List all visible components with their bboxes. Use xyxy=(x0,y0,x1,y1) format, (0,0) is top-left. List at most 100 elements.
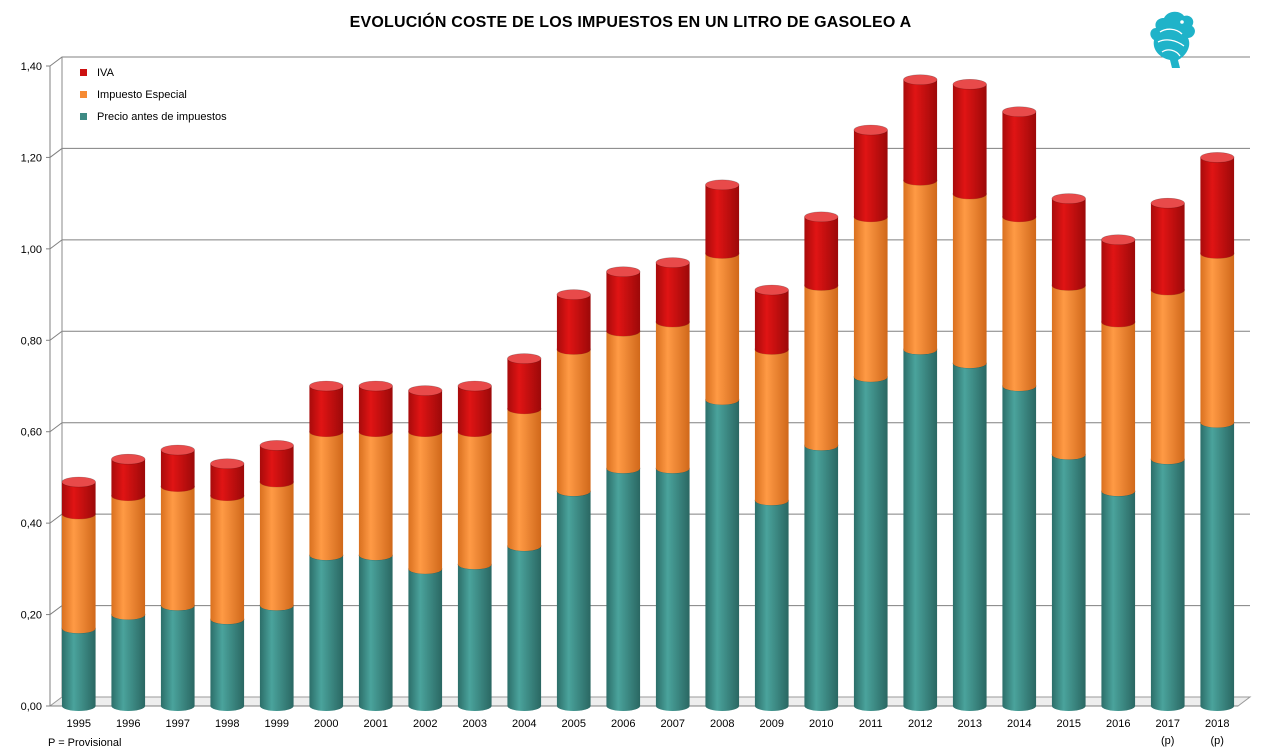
bar-segment-impuesto-especial xyxy=(606,331,641,474)
x-tick-label: 2009 xyxy=(760,718,784,730)
bar-segment-impuesto-especial xyxy=(1200,253,1235,428)
bar-segment-precio xyxy=(952,363,987,711)
footnote: P = Provisional xyxy=(48,737,122,749)
griffin-logo xyxy=(1150,11,1195,69)
bar-segment-cap xyxy=(457,380,492,392)
legend-swatch xyxy=(80,69,87,76)
bar-segment-precio xyxy=(1051,454,1086,711)
bar-segment-impuesto-especial xyxy=(358,431,393,561)
legend: IVA Impuesto Especial Precio antes de impu… xyxy=(80,67,227,123)
bar-segment-precio xyxy=(1002,386,1037,711)
bar-segment-impuesto-especial xyxy=(1150,290,1185,465)
bar-segment-cap xyxy=(804,211,839,223)
bar-segment-iva xyxy=(111,459,146,501)
x-tick-label: 2018 xyxy=(1205,718,1229,730)
bar-segment-cap xyxy=(655,257,690,268)
gridline xyxy=(49,56,1250,67)
bar-segment-cap xyxy=(1002,106,1037,118)
bar-segment-precio xyxy=(804,445,839,711)
bar-segment-cap xyxy=(160,444,195,456)
bar-segment-impuesto-especial xyxy=(408,431,443,574)
bar-segment-impuesto-especial xyxy=(1051,285,1086,460)
x-tick-label: 2003 xyxy=(463,718,487,730)
x-tick-note: (p) xyxy=(1211,735,1224,747)
bar-segment-cap xyxy=(705,179,740,191)
bar-segment-cap xyxy=(61,476,96,488)
bar-segment-cap xyxy=(754,284,789,296)
bar-segment-iva xyxy=(556,294,591,355)
bar-segment-impuesto-especial xyxy=(903,180,938,355)
bar-segment-impuesto-especial xyxy=(309,431,344,561)
bar-segment-impuesto-especial xyxy=(61,514,96,634)
bar-segment-iva xyxy=(210,463,245,501)
bar-segment-cap xyxy=(111,453,146,465)
bar-segment-cap xyxy=(556,289,591,300)
y-tick-label: 1,00 xyxy=(21,244,42,256)
x-tick-label: 2004 xyxy=(512,718,536,730)
legend-label: IVA xyxy=(97,67,115,79)
bar-segment-precio xyxy=(111,614,146,711)
bar-segment-precio xyxy=(259,605,294,711)
bars xyxy=(61,74,1235,712)
bar-segment-cap xyxy=(358,380,393,392)
bar-segment-precio xyxy=(408,568,443,711)
bar-segment-cap xyxy=(1101,234,1136,246)
bar-segment-precio xyxy=(61,628,96,712)
bar-segment-iva xyxy=(1002,111,1037,222)
bar-segment-precio xyxy=(903,349,938,711)
x-tick-label: 2005 xyxy=(562,718,586,730)
bar-segment-iva xyxy=(358,386,393,437)
bar-segment-cap xyxy=(903,74,938,86)
bar-segment-iva xyxy=(259,445,294,487)
chart-title: EVOLUCIÓN COSTE DE LOS IMPUESTOS EN UN L… xyxy=(349,14,912,31)
x-tick-label: 1999 xyxy=(265,718,289,730)
bar-segment-impuesto-especial xyxy=(160,486,195,611)
bar-segment-precio xyxy=(210,619,245,712)
bar-segment-iva xyxy=(309,386,344,437)
x-tick-label: 2016 xyxy=(1106,718,1130,730)
bar-segment-iva xyxy=(1150,203,1185,295)
y-tick-label: 0,60 xyxy=(21,427,42,439)
bar-segment-cap xyxy=(210,458,245,470)
bar-segment-iva xyxy=(457,386,492,437)
bar-segment-precio xyxy=(705,399,740,711)
bar-segment-iva xyxy=(160,450,195,492)
x-tick-label: 2014 xyxy=(1007,718,1031,730)
bar-segment-impuesto-especial xyxy=(853,216,888,382)
bar-segment-precio xyxy=(1150,459,1185,711)
bar-segment-precio xyxy=(1101,491,1136,711)
x-tick-label: 1996 xyxy=(116,718,140,730)
bar-segment-impuesto-especial xyxy=(804,285,839,451)
griffin-body xyxy=(1150,11,1195,69)
griffin-feathers xyxy=(1157,28,1185,57)
bar-segment-iva xyxy=(804,216,839,291)
bar-segment-iva xyxy=(655,262,690,327)
bar-segment-impuesto-especial xyxy=(655,322,690,474)
bar-segment-iva xyxy=(1051,198,1086,291)
bar-segment-precio xyxy=(358,555,393,711)
bar-segment-impuesto-especial xyxy=(556,349,591,497)
x-tick-label: 2011 xyxy=(859,718,883,730)
bar-segment-impuesto-especial xyxy=(1101,322,1136,497)
legend-label: Precio antes de impuestos xyxy=(97,111,227,123)
y-tick-label: 0,80 xyxy=(21,335,42,347)
bar-segment-iva xyxy=(507,358,542,414)
y-tick-label: 0,20 xyxy=(21,610,42,622)
bar-segment-precio xyxy=(1200,422,1235,711)
x-tick-label: 2001 xyxy=(364,718,388,730)
x-tick-label: 2012 xyxy=(908,718,932,730)
x-tick-label: 2008 xyxy=(710,718,734,730)
bar-segment-iva xyxy=(853,130,888,222)
bar-segment-cap xyxy=(1200,152,1235,163)
bar-segment-iva xyxy=(952,84,987,200)
legend-swatch xyxy=(80,91,87,98)
bar-segment-impuesto-especial xyxy=(259,482,294,611)
bar-segment-iva xyxy=(1101,239,1136,327)
bar-segment-impuesto-especial xyxy=(1002,216,1037,391)
x-tick-label: 2002 xyxy=(413,718,437,730)
bar-segment-cap xyxy=(507,353,542,364)
bar-segment-cap xyxy=(309,380,344,392)
griffin-logo-icon xyxy=(1150,11,1195,69)
axes xyxy=(46,57,1252,707)
